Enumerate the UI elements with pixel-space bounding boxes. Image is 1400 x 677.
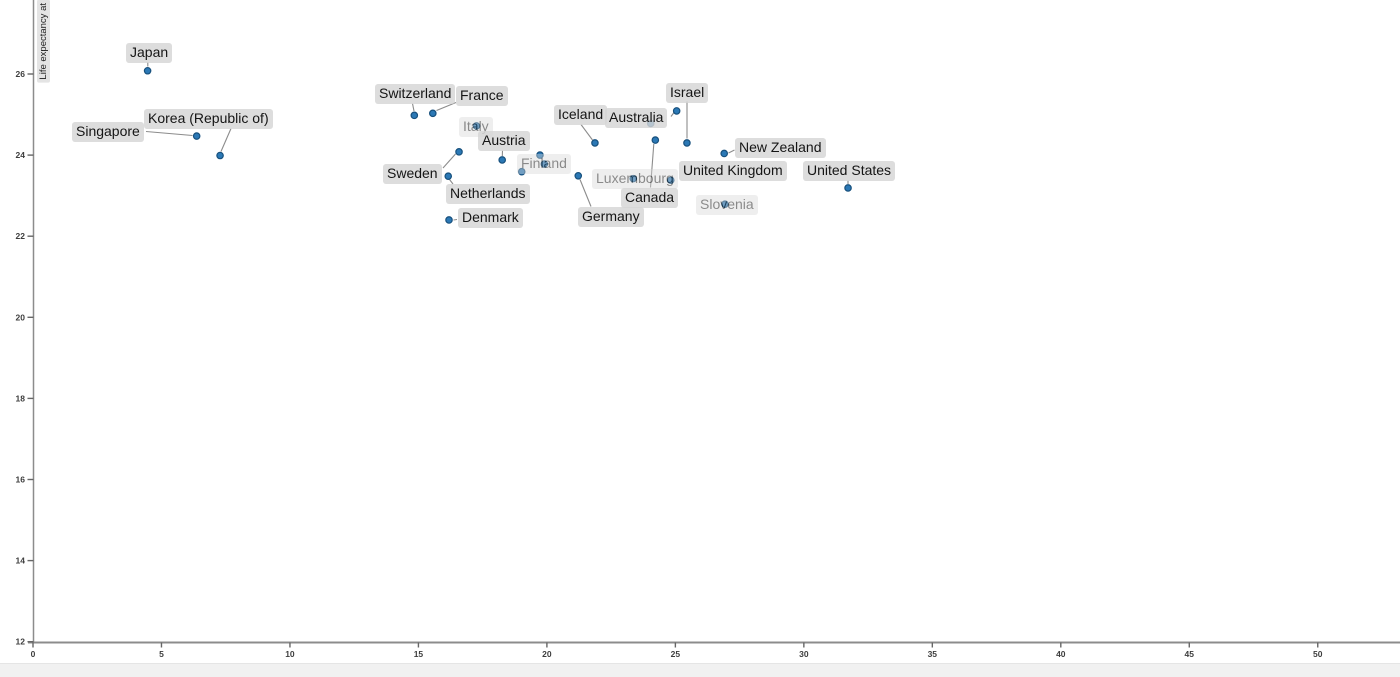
- data-point[interactable]: [629, 174, 638, 183]
- label-leader-line: [670, 112, 675, 117]
- data-point[interactable]: [216, 151, 224, 160]
- country-label: Slovenia: [696, 195, 758, 215]
- data-point[interactable]: [472, 122, 481, 130]
- data-point[interactable]: [574, 171, 583, 180]
- country-label: Sweden: [383, 164, 442, 184]
- data-point[interactable]: [410, 111, 419, 120]
- label-leader-line: [442, 153, 456, 169]
- label-leader-line: [411, 103, 415, 112]
- y-axis-title: Life expectancy at: [37, 0, 50, 83]
- data-point[interactable]: [444, 172, 453, 180]
- y-tick-label: 22: [16, 231, 26, 241]
- y-tick-label: 14: [16, 556, 26, 566]
- country-label: United States: [803, 161, 896, 181]
- data-point[interactable]: [672, 107, 681, 115]
- country-label: Korea (Republic of): [144, 109, 273, 129]
- label-leader-line: [453, 218, 458, 221]
- data-point[interactable]: [651, 136, 660, 144]
- country-label: Netherlands: [446, 184, 530, 204]
- data-point[interactable]: [540, 160, 549, 168]
- country-label: Luxembourg: [592, 169, 678, 189]
- data-point[interactable]: [666, 176, 675, 185]
- label-leader-line: [649, 143, 655, 188]
- country-label: Singapore: [72, 122, 144, 142]
- data-point[interactable]: [455, 148, 463, 156]
- country-label: Austria: [478, 131, 530, 151]
- country-label: New Zealand: [735, 138, 826, 158]
- country-label: Australia: [605, 108, 668, 128]
- country-label: France: [456, 86, 508, 106]
- x-tick-label: 50: [1313, 649, 1323, 659]
- x-tick-label: 45: [1185, 649, 1195, 659]
- label-leader-line: [145, 130, 193, 137]
- data-point[interactable]: [721, 200, 729, 208]
- country-label: Switzerland: [375, 84, 456, 104]
- country-label: United Kingdom: [679, 161, 787, 181]
- country-label: Germany: [578, 207, 644, 227]
- country-label: Japan: [126, 43, 173, 63]
- label-leader-line: [579, 179, 592, 207]
- x-tick-label: 25: [671, 649, 681, 659]
- y-tick-label: 16: [16, 475, 26, 485]
- data-point[interactable]: [445, 216, 453, 224]
- data-point[interactable]: [844, 184, 852, 192]
- horizontal-scrollbar[interactable]: [0, 663, 1400, 677]
- data-point[interactable]: [683, 139, 691, 147]
- data-point[interactable]: [143, 66, 152, 75]
- x-tick-label: 20: [542, 649, 552, 659]
- y-tick-label: 26: [16, 69, 26, 79]
- x-tick-label: 30: [799, 649, 809, 659]
- country-label: Canada: [621, 188, 679, 208]
- country-label: Israel: [666, 83, 709, 103]
- data-point[interactable]: [720, 149, 728, 158]
- x-tick-label: 35: [928, 649, 938, 659]
- data-point[interactable]: [498, 156, 506, 164]
- x-tick-label: 5: [159, 649, 164, 659]
- y-tick-label: 20: [16, 312, 26, 322]
- label-leader-line: [580, 124, 593, 141]
- x-tick-label: 10: [285, 649, 295, 659]
- data-point[interactable]: [591, 139, 599, 147]
- country-label: Iceland: [554, 105, 608, 125]
- y-tick-label: 12: [16, 637, 26, 647]
- label-leader-line: [728, 149, 735, 154]
- x-tick-label: 0: [31, 649, 36, 659]
- y-tick-label: 24: [16, 150, 26, 160]
- data-point[interactable]: [517, 167, 526, 176]
- data-point[interactable]: [429, 109, 437, 118]
- label-leader-line: [449, 179, 454, 185]
- y-tick-label: 18: [16, 393, 26, 403]
- data-point[interactable]: [192, 132, 201, 140]
- x-tick-label: 40: [1056, 649, 1066, 659]
- country-label: Finland: [517, 154, 571, 174]
- x-tick-label: 15: [414, 649, 424, 659]
- label-leader-line: [220, 128, 232, 152]
- country-label: Denmark: [458, 208, 523, 228]
- data-point[interactable]: [536, 151, 544, 159]
